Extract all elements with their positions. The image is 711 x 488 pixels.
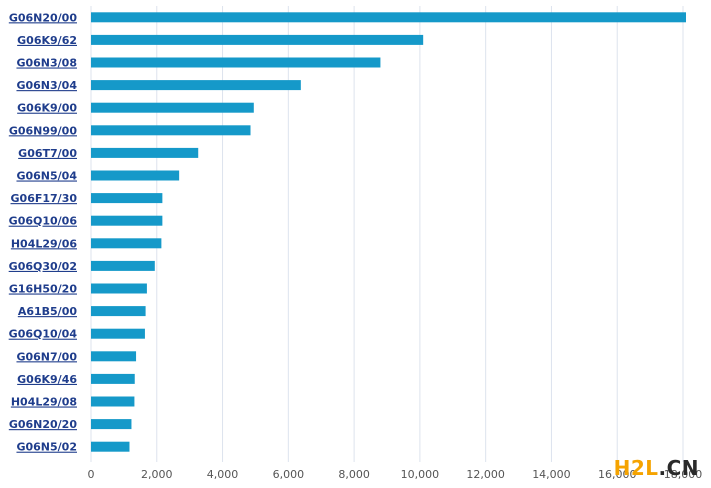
bar-h04l29-06[interactable] <box>91 238 162 249</box>
x-tick-label: 14,000 <box>532 468 571 481</box>
bar-g06n5-02[interactable] <box>91 441 130 452</box>
bar-g06q30-02[interactable] <box>91 260 155 271</box>
x-tick-label-layer: 0 2,000 4,000 6,000 8,000 10,000 12,000 14,000 1… <box>88 468 703 481</box>
category-label-link[interactable]: G06N99/00 <box>9 124 78 137</box>
bar-g06n3-04[interactable] <box>91 80 301 91</box>
category-label-link[interactable]: H04L29/08 <box>11 396 77 409</box>
category-label-link[interactable]: G06K9/00 <box>17 102 77 115</box>
bar-g06n7-00[interactable] <box>91 351 137 362</box>
x-tick-label: 2,000 <box>141 468 173 481</box>
category-label-link[interactable]: H04L29/06 <box>11 237 78 250</box>
category-label-link[interactable]: A61B5/00 <box>18 305 78 318</box>
bar-g06n20-20[interactable] <box>91 419 132 430</box>
x-tick-label: 10,000 <box>401 468 440 481</box>
category-label-link[interactable]: G06K9/46 <box>17 373 77 386</box>
bar-h04l29-08[interactable] <box>91 396 135 407</box>
category-label-link[interactable]: G06N20/20 <box>9 418 78 431</box>
watermark-cn-text: .CN <box>658 456 699 480</box>
bar-g06k9-46[interactable] <box>91 373 135 384</box>
x-tick-label: 4,000 <box>207 468 239 481</box>
grid-layer <box>90 6 684 462</box>
x-tick-label: 6,000 <box>273 468 305 481</box>
bar-g06q10-04[interactable] <box>91 328 145 339</box>
category-label-link[interactable]: G06N3/04 <box>16 79 77 92</box>
category-label-link[interactable]: G06N5/02 <box>16 441 77 454</box>
bar-g16h50-20[interactable] <box>91 283 147 294</box>
category-label-link[interactable]: G16H50/20 <box>9 283 78 296</box>
category-label-link[interactable]: G06T7/00 <box>18 147 77 160</box>
category-label-link[interactable]: G06F17/30 <box>11 192 78 205</box>
bar-g06k9-62[interactable] <box>91 34 424 45</box>
bar-g06n3-08[interactable] <box>91 57 381 68</box>
category-label-link[interactable]: G06Q10/06 <box>9 215 78 228</box>
bar-layer <box>91 12 686 452</box>
bar-g06n20-00[interactable] <box>91 12 686 23</box>
bar-g06q10-06[interactable] <box>91 215 163 226</box>
category-label-link[interactable]: G06Q10/04 <box>9 328 78 341</box>
category-label-link[interactable]: G06K9/62 <box>17 34 77 47</box>
x-tick-label: 16,000 <box>598 468 637 481</box>
category-label-layer: G06N20/00 G06K9/62 G06N3/08 G06N3/04 G06K9/0… <box>9 11 78 453</box>
bar-g06t7-00[interactable] <box>91 147 199 158</box>
bar-g06f17-30[interactable] <box>91 193 163 204</box>
category-label-link[interactable]: G06N3/08 <box>16 57 77 70</box>
category-label-link[interactable]: G06Q30/02 <box>9 260 77 273</box>
x-tick-label: 8,000 <box>338 468 370 481</box>
x-tick-label: 0 <box>88 468 95 481</box>
category-label-link[interactable]: G06N5/04 <box>16 170 77 183</box>
bar-g06n99-00[interactable] <box>91 125 251 136</box>
x-tick-label: 12,000 <box>466 468 505 481</box>
bar-a61b5-00[interactable] <box>91 306 146 317</box>
bar-g06k9-00[interactable] <box>91 102 254 113</box>
category-label-link[interactable]: G06N7/00 <box>16 350 77 363</box>
bar-g06n5-04[interactable] <box>91 170 180 181</box>
watermark-h2l-text: H2L <box>613 456 659 480</box>
category-label-link[interactable]: G06N20/00 <box>9 11 78 24</box>
x-tick-label: 18,000 <box>664 468 703 481</box>
site-watermark-logo: H2L.CN <box>614 456 699 480</box>
